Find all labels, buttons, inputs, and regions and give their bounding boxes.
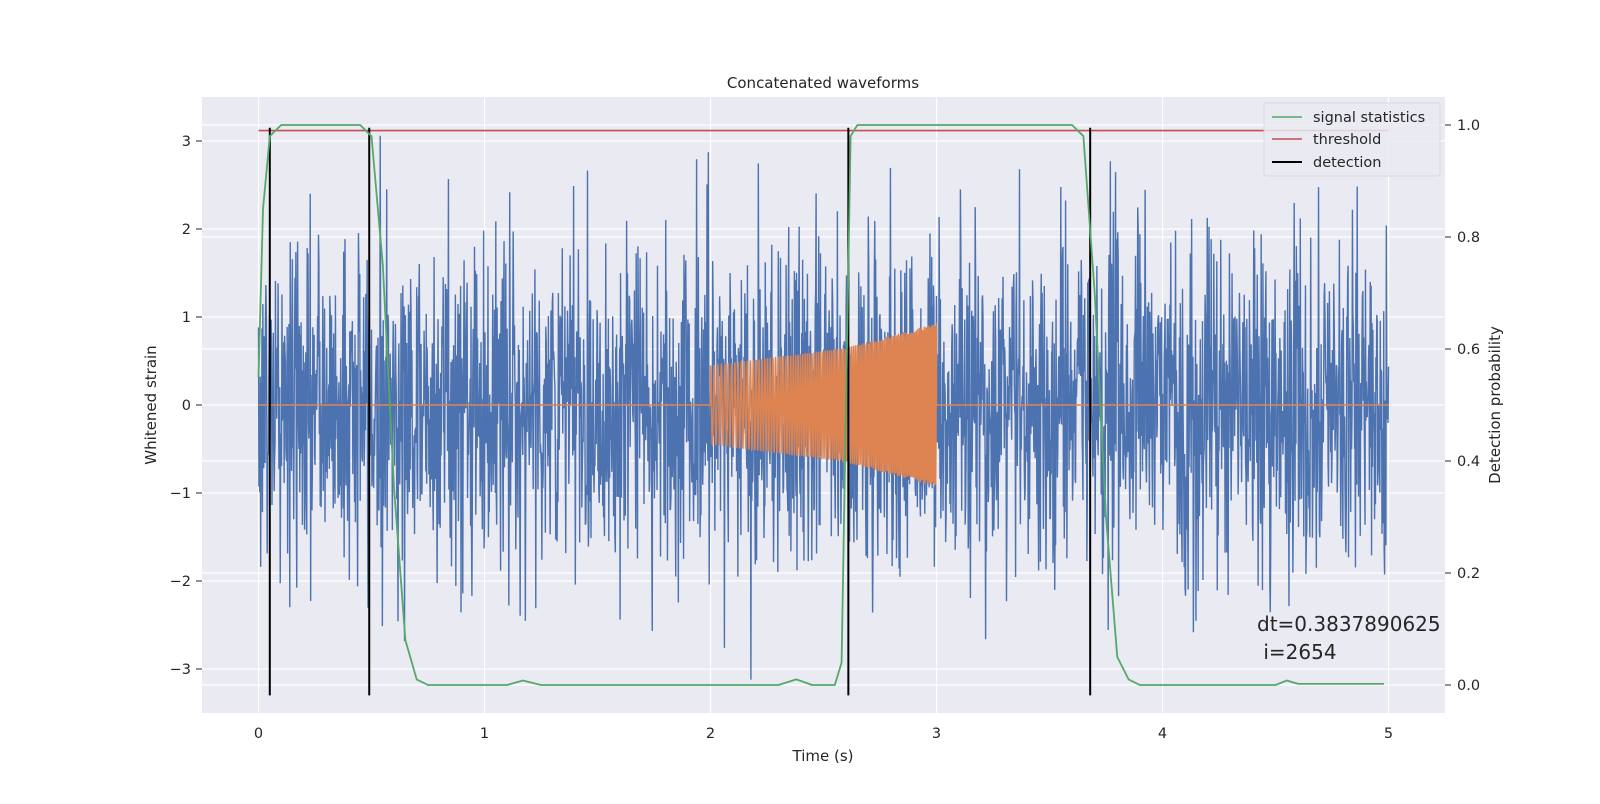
legend-box: [1263, 102, 1441, 177]
y-left-tick-label: −3: [170, 662, 191, 678]
x-tick-label: 2: [706, 726, 715, 742]
y-right-tick-label: 0.4: [1457, 454, 1480, 470]
y-left-tick-label: 0: [182, 398, 191, 414]
y-axis-label-left: Whitened strain: [142, 345, 160, 464]
x-tick-label: 3: [932, 726, 941, 742]
signal-statistics-series: [257, 124, 1384, 686]
x-tick-label: 4: [1158, 726, 1167, 742]
y-left-tick-label: 2: [182, 222, 191, 238]
y-left-tick-label: −1: [170, 486, 191, 502]
annotation-i: i=2654: [1257, 640, 1337, 664]
legend: signal statistics threshold detection: [1263, 102, 1441, 177]
y-right-tick-label: 1.0: [1457, 118, 1480, 134]
x-tick-label: 0: [254, 726, 263, 742]
legend-label-signal-statistics: signal statistics: [1313, 110, 1425, 126]
x-tick-label: 5: [1384, 726, 1393, 742]
y-left-tick-label: 3: [182, 134, 191, 150]
y-axis-label-right: Detection probability: [1486, 326, 1504, 484]
y-left-tick-label: 1: [182, 310, 191, 326]
y-left-tick-label: −2: [170, 574, 191, 590]
legend-label-threshold: threshold: [1313, 132, 1381, 148]
x-tick-label: 1: [480, 726, 489, 742]
legend-label-detection: detection: [1313, 155, 1381, 171]
ticks: 0 1 2 3 4 5 −3 −2 −1 0 1 2 3 0.0 0.2 0.4 0.6 0.8 1.0: [170, 118, 1480, 742]
chart-title: Concatenated waveforms: [727, 74, 919, 92]
template-series: [258, 323, 1389, 487]
data-layer: [257, 124, 1390, 696]
y-right-tick-label: 0.2: [1457, 566, 1480, 582]
y-right-tick-label: 0.8: [1457, 230, 1480, 246]
y-right-tick-label: 0.0: [1457, 678, 1480, 694]
x-axis-label: Time (s): [792, 747, 854, 765]
annotation-dt: dt=0.3837890625: [1257, 612, 1441, 636]
y-right-tick-label: 0.6: [1457, 342, 1480, 358]
